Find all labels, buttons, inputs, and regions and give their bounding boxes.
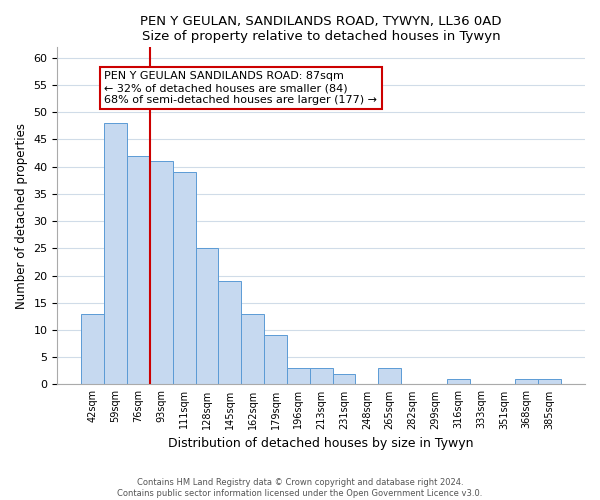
Text: Contains HM Land Registry data © Crown copyright and database right 2024.
Contai: Contains HM Land Registry data © Crown c… xyxy=(118,478,482,498)
Bar xyxy=(538,379,561,384)
Bar xyxy=(150,162,173,384)
Bar xyxy=(196,248,218,384)
X-axis label: Distribution of detached houses by size in Tywyn: Distribution of detached houses by size … xyxy=(169,437,474,450)
Bar xyxy=(173,172,196,384)
Bar xyxy=(218,281,241,384)
Bar xyxy=(515,379,538,384)
Y-axis label: Number of detached properties: Number of detached properties xyxy=(15,122,28,308)
Text: PEN Y GEULAN SANDILANDS ROAD: 87sqm
← 32% of detached houses are smaller (84)
68: PEN Y GEULAN SANDILANDS ROAD: 87sqm ← 32… xyxy=(104,72,377,104)
Bar xyxy=(379,368,401,384)
Bar xyxy=(447,379,470,384)
Bar xyxy=(104,123,127,384)
Bar xyxy=(287,368,310,384)
Bar xyxy=(332,374,355,384)
Bar xyxy=(82,314,104,384)
Bar xyxy=(241,314,264,384)
Bar xyxy=(310,368,332,384)
Bar xyxy=(127,156,150,384)
Title: PEN Y GEULAN, SANDILANDS ROAD, TYWYN, LL36 0AD
Size of property relative to deta: PEN Y GEULAN, SANDILANDS ROAD, TYWYN, LL… xyxy=(140,15,502,43)
Bar xyxy=(264,336,287,384)
